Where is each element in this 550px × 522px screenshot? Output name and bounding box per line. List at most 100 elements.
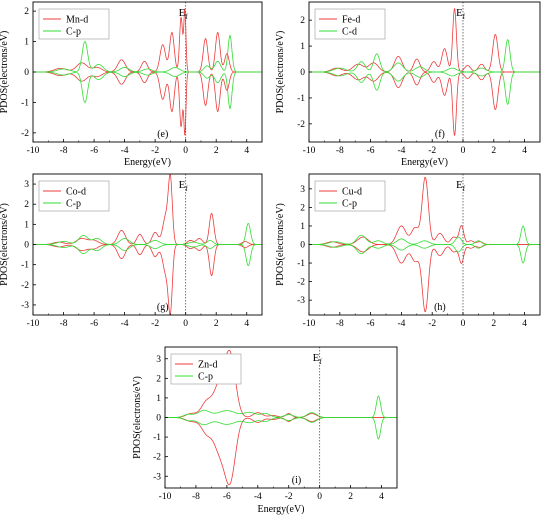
y-tick-label: 3: [24, 180, 29, 190]
legend-label: C-p: [66, 27, 81, 38]
x-tick-label: -8: [336, 146, 344, 156]
x-tick-label: 0: [461, 319, 466, 329]
fermi-level-label: Ef: [179, 179, 189, 193]
y-tick-label: 0: [24, 68, 29, 78]
y-tick-label: -3: [21, 301, 29, 311]
panel-label: (g): [157, 302, 169, 313]
panel-label: (h): [434, 302, 446, 313]
legend-box: [314, 8, 386, 40]
y-tick-label: -3: [297, 296, 305, 306]
series-c-p-spin-up-line: [33, 34, 262, 73]
x-tick-label: -8: [192, 492, 200, 502]
x-tick-label: 0: [183, 146, 188, 156]
x-tick-label: 4: [522, 146, 527, 156]
x-tick-label: -10: [303, 319, 316, 329]
x-tick-label: -4: [121, 319, 129, 329]
y-tick-label: -2: [21, 281, 29, 291]
panel-label: (f): [435, 129, 445, 140]
fermi-level-label: Ef: [179, 7, 189, 21]
y-tick-label: 3: [156, 355, 161, 365]
x-tick-label: -10: [303, 146, 316, 156]
panel-e: Ef-10 -8 -6 -4 -2 0 2 4-2-1012PDOS(electrons/eV…: [0, 1, 263, 168]
x-tick-label: -2: [151, 146, 159, 156]
series-c-p-spin-down-line: [33, 244, 262, 267]
y-tick-label: 2: [300, 16, 305, 26]
series-c-p-spin-down-line: [33, 71, 262, 110]
y-tick-label: 1: [300, 42, 305, 52]
y-axis-label: PDOS(electrons/eV): [275, 203, 286, 286]
legend-label: Cu-d: [342, 187, 362, 198]
legend-label: C-p: [198, 372, 213, 383]
y-tick-label: 2: [24, 200, 29, 210]
x-tick-label: 2: [348, 492, 353, 502]
legend-label: C-p: [66, 199, 81, 210]
y-axis-label: PDOS(electrons/eV): [132, 376, 143, 459]
y-tick-label: -1: [21, 98, 29, 108]
legend-label: Fe-d: [342, 15, 360, 26]
legend-box: [314, 180, 386, 212]
x-tick-label: 4: [244, 146, 249, 156]
series-c-p-spin-up-line: [165, 395, 397, 418]
x-axis-label: Energy(eV): [401, 157, 448, 168]
y-tick-label: 0: [300, 241, 305, 251]
y-tick-label: 0: [300, 68, 305, 78]
legend-label: Zn-d: [198, 360, 217, 371]
series-c-p-spin-down-line: [309, 244, 540, 264]
legend-label: Co-d: [66, 187, 86, 198]
legend: Zn-dC-p: [170, 353, 242, 385]
legend-box: [38, 8, 110, 40]
x-tick-label: -8: [60, 319, 68, 329]
legend-label: C-d: [342, 27, 357, 38]
y-tick-label: -2: [153, 453, 161, 463]
y-tick-label: -2: [297, 120, 305, 130]
series-c-d-spin-up-line: [309, 38, 540, 73]
y-axis-label: PDOS(electrons/eV): [0, 31, 10, 114]
legend-box: [38, 180, 110, 212]
x-tick-label: 2: [491, 319, 496, 329]
series-cu-d-spin-down-line: [309, 244, 540, 313]
y-tick-label: 0: [24, 241, 29, 251]
x-axis-label: Energy(eV): [257, 504, 304, 515]
x-tick-label: -2: [151, 319, 159, 329]
x-tick-label: -6: [367, 319, 375, 329]
series-c-p-spin-down-line: [165, 417, 397, 440]
x-tick-label: -6: [90, 319, 98, 329]
y-tick-label: 1: [156, 394, 161, 404]
y-tick-label: -1: [153, 433, 161, 443]
legend: Cu-dC-p: [314, 180, 386, 212]
y-tick-label: 1: [24, 220, 29, 230]
x-tick-label: -4: [397, 319, 405, 329]
y-axis-label: PDOS(electrons/eV): [275, 31, 286, 114]
legend: Co-dC-p: [38, 180, 110, 212]
panel-label: (i): [292, 475, 301, 486]
x-tick-label: -4: [397, 146, 405, 156]
panel-f: Ef-10 -8 -6 -4 -2 0 2 4-2-1012PDOS(electrons/eV…: [275, 1, 541, 168]
series-fe-d-spin-down-line: [309, 71, 540, 137]
series-zn-d-spin-down-line: [165, 417, 397, 486]
x-tick-label: 4: [379, 492, 384, 502]
y-tick-label: 1: [24, 38, 29, 48]
x-tick-label: 2: [214, 146, 219, 156]
y-tick-label: 3: [300, 185, 305, 195]
y-tick-label: 2: [24, 7, 29, 17]
panel-label: (e): [157, 129, 168, 140]
panel-g: Ef-10 -8 -6 -4 -2 0 2 4-3-2-10123PDOS(electrons…: [0, 173, 263, 329]
legend: Mn-dC-p: [38, 8, 110, 40]
x-tick-label: -6: [223, 492, 231, 502]
x-tick-label: 2: [491, 146, 496, 156]
y-tick-label: 1: [300, 222, 305, 232]
x-tick-label: -4: [254, 492, 262, 502]
y-tick-label: 2: [156, 374, 161, 384]
x-tick-label: -10: [27, 319, 40, 329]
x-tick-label: -6: [90, 146, 98, 156]
fermi-level-label: Ef: [313, 352, 323, 366]
x-tick-label: -2: [285, 492, 293, 502]
fermi-level-label: Ef: [456, 179, 466, 193]
series-c-p-spin-up-line: [309, 225, 540, 245]
series-co-d-spin-down-line: [33, 244, 262, 315]
x-tick-label: -10: [27, 146, 40, 156]
y-tick-label: -1: [297, 259, 305, 269]
x-tick-label: -8: [60, 146, 68, 156]
series-c-d-spin-down-line: [309, 71, 540, 106]
